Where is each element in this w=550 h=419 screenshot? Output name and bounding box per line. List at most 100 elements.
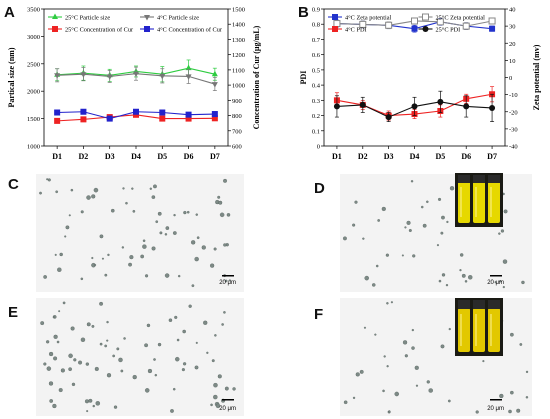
- particle-microC-43: [43, 275, 47, 279]
- scalebar-microF: [490, 399, 502, 401]
- data-point-a-3-6: [211, 111, 218, 118]
- particle-microE-56: [68, 367, 72, 372]
- micrograph-c: 20 μm: [36, 174, 244, 292]
- scalebar-label-d: 20 μm: [487, 280, 504, 286]
- x-tick-label-b-3: D4: [410, 152, 420, 161]
- series-b-3: [333, 90, 496, 122]
- y2-tick-label-b-5: 10: [509, 58, 516, 65]
- particles-microC: [39, 178, 231, 288]
- particle-microC-32: [65, 225, 70, 230]
- data-point-b-3-5: [463, 103, 470, 110]
- data-point-b-3-3: [411, 103, 418, 110]
- particle-microE-51: [223, 311, 226, 314]
- particle-microC-38: [191, 284, 195, 288]
- particle-microD-25: [371, 283, 376, 287]
- y-tick-label-a-2: 2000: [27, 89, 40, 96]
- y-tick-label-a-4: 3000: [27, 34, 40, 41]
- particle-microD-40: [468, 275, 473, 280]
- particle-microC-28: [140, 254, 145, 259]
- particle-microF-39: [525, 396, 529, 399]
- particles-microF: [343, 301, 529, 414]
- particle-microC-54: [55, 190, 59, 194]
- particle-microC-61: [142, 239, 146, 243]
- particle-microE-57: [211, 359, 215, 363]
- y2-tick-label-b-1: -30: [509, 126, 518, 133]
- particle-microE-65: [106, 320, 109, 324]
- data-point-b-1-3: [411, 17, 418, 25]
- particle-microC-27: [164, 273, 170, 278]
- legend-label-b-2: 4°C PDI: [345, 27, 367, 34]
- scalebar-microE: [222, 399, 234, 401]
- particle-microE-28: [217, 374, 222, 379]
- y-tick-label-b-5: 0.5: [312, 67, 320, 74]
- particle-microE-59: [182, 329, 186, 334]
- data-point-b-1-6: [488, 17, 496, 25]
- particle-microF-4: [519, 343, 523, 346]
- particle-microC-51: [39, 191, 42, 195]
- particle-microE-34: [168, 318, 173, 322]
- particle-microE-45: [46, 366, 52, 371]
- particle-microC-42: [107, 253, 110, 257]
- data-point-a-0-6: [211, 70, 218, 77]
- legend-label-a-2: 25°C Concentration of Cur: [65, 27, 134, 34]
- particle-microD-7: [375, 264, 379, 268]
- y2-axis-label-b: Zeta potential (mv): [532, 44, 541, 110]
- particle-microD-15: [410, 180, 414, 183]
- data-point-a-2-5: [185, 115, 192, 122]
- particle-microE-9: [40, 321, 45, 326]
- y-axis-label-a: Partical size (nm): [7, 47, 16, 107]
- particle-microD-30: [412, 254, 416, 258]
- legend-label-a-1: 4°C Particle size: [157, 15, 199, 22]
- particle-microF-3: [428, 388, 433, 393]
- particle-microF-20: [363, 326, 366, 329]
- particle-microF-24: [510, 332, 514, 337]
- particle-microF-31: [426, 380, 430, 384]
- y-tick-label-a-3: 2500: [27, 61, 40, 68]
- particle-microE-36: [73, 358, 77, 362]
- particle-microE-39: [85, 362, 90, 366]
- particle-microD-38: [422, 223, 427, 228]
- particle-microE-27: [120, 369, 124, 373]
- particle-microE-33: [182, 362, 187, 366]
- particle-microD-1: [404, 226, 407, 229]
- particle-microD-24: [408, 229, 412, 232]
- particle-microE-6: [60, 368, 65, 373]
- legend-marker-a-1: [144, 15, 150, 21]
- particle-microC-8: [224, 279, 228, 283]
- legend-label-b-1: 25°C Zeta potential: [436, 15, 486, 22]
- legend-marker-b-3: [422, 26, 429, 32]
- particle-microD-26: [381, 206, 386, 212]
- y2-tick-label-a-1: 700: [232, 128, 242, 135]
- particle-microE-20: [71, 382, 76, 387]
- particle-microE-63: [86, 410, 89, 413]
- y2-tick-label-b-3: -10: [509, 92, 518, 99]
- particle-microF-11: [414, 365, 419, 370]
- y2-axis-label-a: Concentration of Cur (μg/mL): [252, 25, 261, 129]
- x-tick-label-a-5: D6: [184, 152, 194, 161]
- particle-microF-32: [411, 346, 415, 350]
- particle-microC-31: [110, 208, 115, 213]
- y-tick-label-b-6: 0.6: [312, 52, 321, 59]
- data-point-b-3-1: [359, 101, 366, 108]
- particle-microC-17: [157, 211, 162, 216]
- particle-microE-61: [48, 381, 54, 386]
- particle-microE-3: [213, 382, 218, 388]
- particle-microC-59: [223, 178, 227, 183]
- particle-microC-37: [173, 213, 176, 217]
- legend-label-b-3: 25°C PDI: [436, 27, 461, 34]
- particle-microD-31: [441, 273, 446, 277]
- data-point-b-3-0: [333, 103, 340, 110]
- y2-tick-label-a-4: 1000: [232, 83, 245, 90]
- legend-marker-b-2: [332, 26, 338, 32]
- particle-microD-34: [464, 280, 468, 283]
- particle-microE-31: [188, 304, 192, 308]
- vial-photo-f: [455, 298, 503, 356]
- particle-microD-9: [440, 231, 444, 235]
- y-tick-label-b-3: 0.3: [312, 98, 320, 105]
- particle-microE-12: [70, 326, 75, 331]
- particle-microE-48: [170, 409, 174, 413]
- data-point-a-3-4: [159, 109, 166, 116]
- legend-marker-a-0: [52, 13, 58, 19]
- particle-microE-11: [43, 362, 47, 366]
- particle-microD-35: [500, 229, 505, 233]
